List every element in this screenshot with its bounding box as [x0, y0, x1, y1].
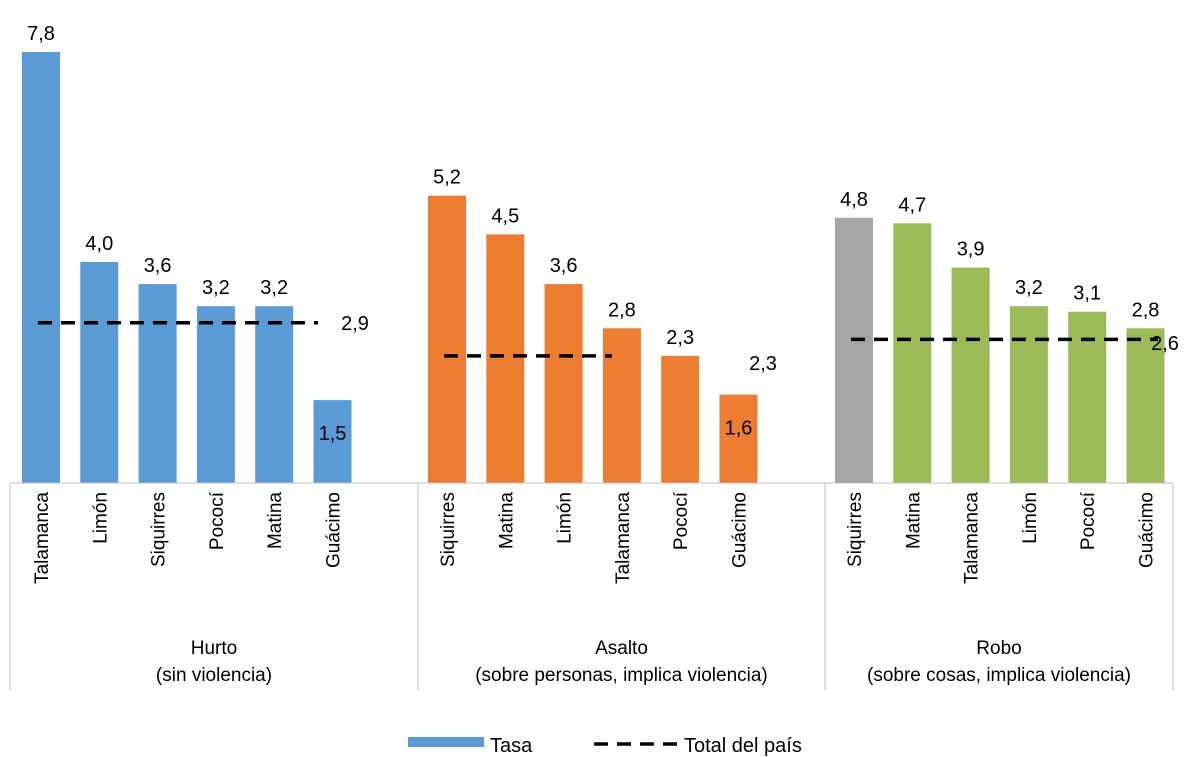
bar-hurto-1	[22, 52, 60, 483]
national-total-label: 2,3	[749, 353, 777, 375]
bar-robo-6	[1126, 328, 1165, 483]
legend-bar-swatch	[408, 737, 484, 747]
data-labels: 7,8 4,0 3,6 3,2 3,2 1,5 2,9 5,2 4,5 3,6 2,8 2,3 1,6 2…	[27, 23, 1179, 445]
category-tick-label: Talamanca	[962, 492, 983, 584]
group-subtitle: (sin violencia)	[156, 665, 272, 686]
category-tick-label: Talamanca	[32, 492, 53, 584]
data-label: 3,6	[550, 255, 578, 277]
bar-robo-2	[893, 223, 932, 484]
data-label: 3,2	[260, 277, 288, 299]
data-label: 3,2	[1015, 277, 1043, 299]
group-subtitle: (sobre personas, implica violencia)	[475, 665, 768, 686]
category-tick-label: Guácimo	[730, 492, 751, 568]
group-label: Robo	[976, 638, 1021, 659]
bar-asalto-5	[661, 355, 700, 483]
category-tick-label: Matina	[265, 492, 286, 549]
bar-hurto-4	[196, 306, 235, 483]
data-label: 3,9	[957, 239, 985, 261]
bar-asalto-3	[544, 284, 583, 483]
data-label: 3,1	[1073, 283, 1101, 305]
category-tick-label: Matina	[496, 492, 517, 549]
data-label: 4,5	[491, 205, 519, 227]
data-label: 7,8	[27, 23, 55, 45]
category-tick-label: Pococí	[671, 491, 692, 550]
category-tick-label: Pococí	[1078, 491, 1099, 550]
category-tick-label: Siquirres	[845, 492, 866, 567]
bar-robo-4	[1009, 306, 1048, 483]
bar-hurto-6	[313, 400, 352, 483]
legend: Tasa Total del país	[408, 735, 802, 757]
legend-bar-label: Tasa	[490, 735, 533, 757]
category-tick-label: Matina	[903, 492, 924, 549]
bar-asalto-1	[428, 195, 466, 483]
category-tick-label: Pococí	[207, 491, 228, 550]
category-axis: Talamanca Limón Siquirres Pococí Matina Guáci…	[9, 482, 1174, 690]
data-label: 3,2	[202, 277, 230, 299]
bar-robo-5	[1068, 311, 1107, 483]
legend-line-label: Total del país	[684, 735, 802, 757]
bar-robo-3	[951, 267, 990, 483]
category-tick-label: Siquirres	[438, 492, 459, 567]
data-label: 4,7	[898, 194, 926, 216]
data-label: 4,0	[85, 233, 113, 255]
bars-layer	[22, 52, 1165, 484]
bar-hurto-5	[255, 306, 294, 483]
data-label: 1,6	[725, 418, 753, 440]
data-label: 1,5	[319, 423, 347, 445]
bar-asalto-6	[719, 394, 758, 483]
category-tick-label: Guácimo	[324, 492, 345, 568]
category-tick-label: Limón	[555, 492, 576, 544]
national-total-lines	[38, 321, 1158, 358]
group-label: Asalto	[595, 638, 648, 659]
data-label: 4,8	[840, 189, 868, 211]
category-tick-label: Siquirres	[149, 492, 170, 567]
bar-hurto-2	[80, 261, 119, 483]
data-label: 2,3	[666, 327, 694, 349]
bar-robo-1	[835, 217, 873, 483]
bar-asalto-2	[486, 234, 525, 483]
data-label: 5,2	[433, 167, 461, 189]
category-tick-label: Guácimo	[1137, 492, 1158, 568]
data-label: 2,8	[1132, 299, 1160, 321]
group-subtitle: (sobre cosas, implica violencia)	[867, 665, 1131, 686]
national-total-label: 2,6	[1151, 333, 1179, 355]
bar-hurto-3	[138, 284, 177, 483]
category-tick-label: Limón	[1020, 492, 1041, 544]
bar-asalto-4	[602, 328, 641, 483]
data-label: 3,6	[144, 255, 172, 277]
data-label: 2,8	[608, 299, 636, 321]
category-tick-label: Limón	[90, 492, 111, 544]
category-tick-label: Talamanca	[613, 492, 634, 584]
national-total-label: 2,9	[341, 313, 369, 335]
group-label: Hurto	[191, 638, 237, 659]
